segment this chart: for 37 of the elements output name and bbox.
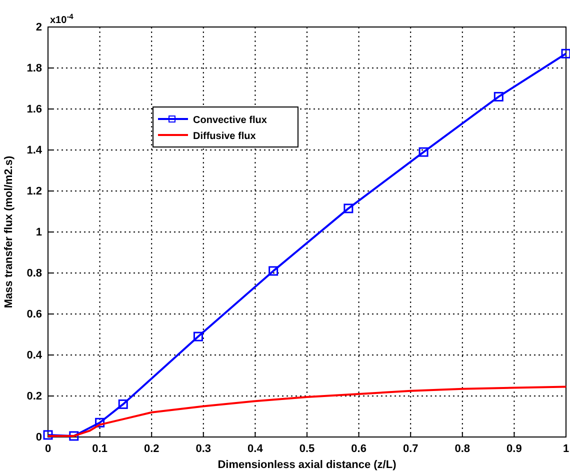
text: x10$^{-4}$ — [50, 12, 74, 26]
legend-label: Convective flux — [193, 115, 268, 126]
x-tick-label: 0.9 — [506, 442, 522, 455]
x-axis-title: Dimensionless axial distance (z/L) — [218, 459, 397, 471]
point — [193, 332, 203, 342]
x-tick-label: 0 — [44, 442, 52, 455]
y-tick-label: 0.2 — [26, 390, 42, 403]
y-tick-label: 2 — [36, 22, 42, 34]
x-tick-label: 0.5 — [299, 442, 315, 455]
y-tick-label: 0.4 — [26, 350, 43, 362]
point — [344, 204, 354, 214]
x-tick-label: 0.6 — [351, 442, 366, 455]
point — [268, 266, 278, 276]
y-tick-label: 0.6 — [26, 308, 42, 321]
x-tick-label: 0.7 — [402, 442, 418, 455]
x-tick-label: 0.1 — [92, 442, 108, 455]
point — [561, 48, 570, 58]
legend-label: Diffusive flux — [193, 131, 256, 142]
x-tick-label: 1 — [562, 442, 570, 455]
x-tick-label: 0.4 — [248, 442, 264, 455]
y-tick-label: 1.8 — [26, 62, 42, 75]
y-axis-title: Mass transfer flux (mol/m2.s) — [3, 156, 15, 308]
x-tick-label: 0.8 — [454, 442, 470, 455]
point — [118, 399, 128, 409]
x-tick-label: 0.2 — [144, 442, 160, 455]
y-tick-label: 1.4 — [26, 144, 43, 157]
y-tick-label: 0 — [36, 432, 42, 444]
y-tick-label: 1.2 — [26, 186, 42, 198]
y-tick-label: 1 — [36, 226, 42, 239]
y-tick-label: 0.8 — [26, 268, 42, 280]
x-tick-label: 0.3 — [196, 442, 212, 455]
point — [43, 430, 53, 440]
point — [494, 92, 504, 102]
point — [95, 418, 105, 428]
point — [418, 147, 428, 157]
y-tick-label: 1.6 — [26, 104, 42, 116]
point — [69, 431, 79, 441]
